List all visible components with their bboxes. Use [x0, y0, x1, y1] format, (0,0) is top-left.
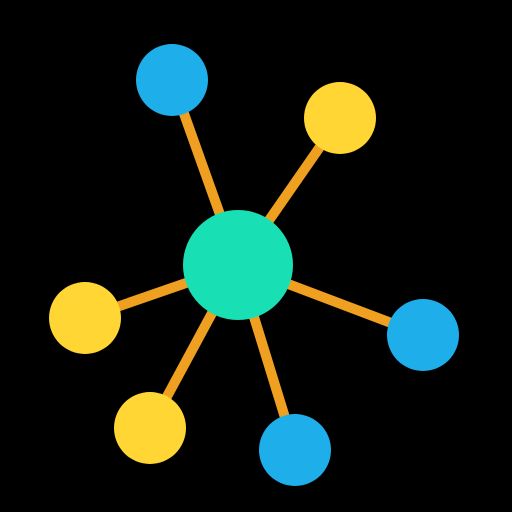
network-node — [49, 282, 121, 354]
network-node — [304, 82, 376, 154]
network-node — [114, 392, 186, 464]
network-node — [259, 414, 331, 486]
network-diagram — [0, 0, 512, 512]
network-hub — [183, 210, 293, 320]
network-node — [136, 44, 208, 116]
network-node — [387, 299, 459, 371]
